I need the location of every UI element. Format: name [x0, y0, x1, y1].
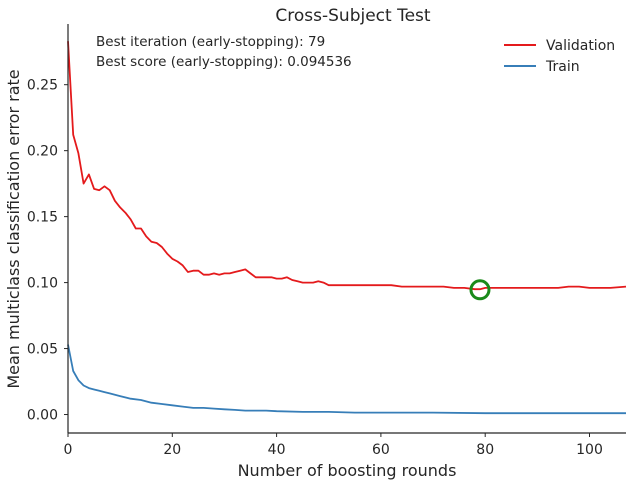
- best-score-annotation: Best score (early-stopping): 0.094536: [96, 54, 352, 70]
- legend-label-train: Train: [545, 59, 580, 75]
- legend-label-validation: Validation: [546, 38, 615, 54]
- best-iteration-annotation: Best iteration (early-stopping): 79: [96, 34, 325, 50]
- y-tick-label: 0.00: [27, 408, 58, 424]
- x-axis-ticks: 0 20 40 60 80 100: [64, 433, 603, 458]
- series-line-train: [67, 344, 626, 415]
- y-tick-label: 0.20: [27, 144, 58, 160]
- y-axis-label: Mean multiclass classification error rat…: [4, 69, 23, 388]
- y-tick-label: 0.15: [27, 210, 58, 226]
- y-tick-label: 0.25: [27, 78, 58, 94]
- x-tick-label: 0: [64, 442, 73, 458]
- x-tick-label: 100: [576, 442, 603, 458]
- x-tick-label: 20: [163, 442, 181, 458]
- x-tick-label: 40: [268, 442, 286, 458]
- x-tick-label: 80: [476, 442, 494, 458]
- y-tick-label: 0.10: [27, 276, 58, 292]
- best-iteration-marker: [469, 279, 491, 301]
- x-tick-label: 60: [372, 442, 390, 458]
- legend: Validation Train: [504, 38, 615, 75]
- y-axis-ticks: 0.00 0.05 0.10 0.15 0.20 0.25: [27, 78, 68, 424]
- series-line-validation: [67, 41, 627, 291]
- chart-title: Cross-Subject Test: [275, 6, 431, 26]
- y-tick-label: 0.05: [27, 342, 58, 358]
- plot-lines: [67, 41, 627, 415]
- x-axis-label: Number of boosting rounds: [238, 461, 457, 480]
